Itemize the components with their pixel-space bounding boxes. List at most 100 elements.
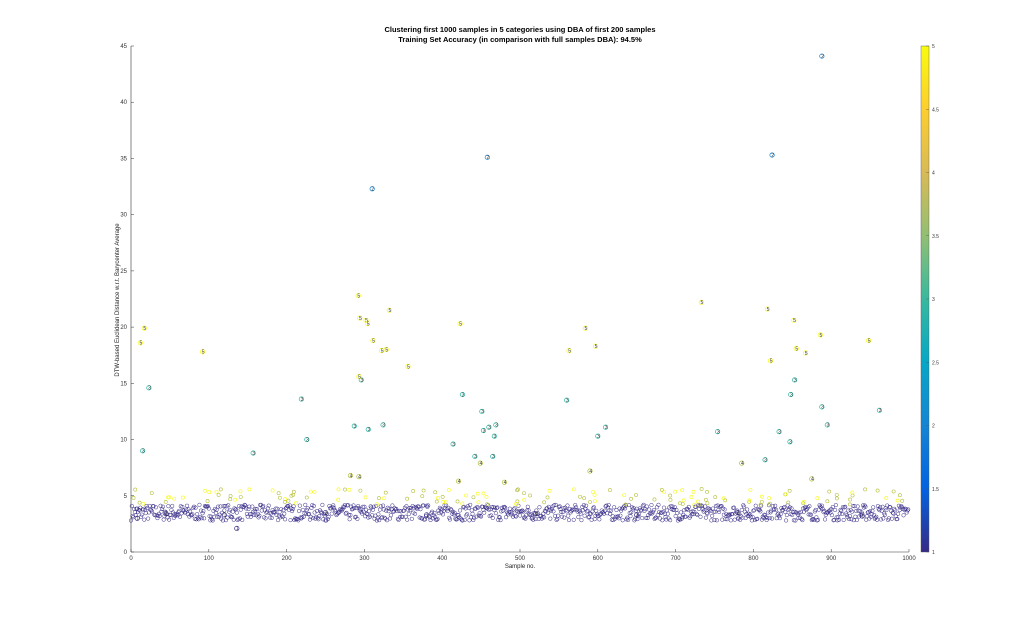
band-upper-point	[542, 500, 547, 505]
band-point	[404, 504, 409, 509]
band-upper-point	[131, 496, 136, 500]
band-point	[711, 509, 716, 514]
band-point	[519, 509, 524, 514]
band-point	[851, 518, 856, 523]
data-point: 5	[764, 306, 770, 313]
band-upper-point	[668, 493, 673, 498]
point-marker	[355, 293, 361, 299]
data-point: 5	[386, 307, 392, 314]
band-point	[649, 502, 654, 508]
band-point	[533, 517, 538, 522]
band-point	[325, 517, 330, 522]
band-point	[347, 517, 352, 522]
band-point	[850, 509, 855, 514]
band-point	[254, 507, 260, 512]
band-upper-point	[203, 488, 207, 493]
band-point	[763, 513, 768, 518]
band-point	[296, 508, 302, 514]
band-point	[311, 503, 316, 508]
band-point	[331, 503, 336, 508]
band-point	[708, 508, 713, 513]
band-upper-point	[673, 489, 678, 494]
band-upper-point	[411, 489, 416, 493]
band-upper-point	[420, 494, 425, 499]
colorbar-tick-label: 3	[932, 297, 935, 303]
band-point	[305, 506, 310, 511]
band-point	[748, 512, 753, 517]
band-point	[573, 503, 578, 508]
point-marker	[383, 347, 389, 353]
band-point	[460, 518, 465, 523]
band-point	[610, 513, 615, 519]
band-point	[293, 516, 298, 521]
band-point	[641, 502, 646, 507]
band-point	[884, 508, 889, 513]
band-point	[699, 503, 704, 508]
band-point	[586, 515, 591, 520]
band-point	[209, 517, 214, 522]
band-point	[348, 513, 353, 518]
band-point	[635, 517, 640, 522]
band-point	[506, 512, 511, 517]
point-category-label: 5	[359, 316, 362, 322]
band-point	[215, 514, 220, 519]
band-point	[475, 505, 481, 510]
point-category-label: 5	[140, 341, 143, 347]
band-point	[871, 505, 876, 510]
x-tick-label: 600	[593, 556, 604, 562]
band-point	[559, 509, 564, 514]
band-point	[326, 514, 331, 519]
band-point	[153, 505, 158, 510]
band-point	[435, 516, 440, 522]
band-upper-point	[875, 488, 880, 493]
band-point	[543, 509, 548, 514]
band-upper-point	[681, 498, 686, 503]
band-point	[206, 506, 211, 511]
band-point	[510, 510, 515, 515]
band-point	[726, 512, 731, 517]
band-point	[773, 507, 779, 512]
band-point	[856, 508, 861, 513]
band-point	[799, 516, 804, 521]
point-category-label: 3	[492, 454, 495, 460]
band-point	[765, 516, 770, 521]
band-point	[720, 517, 725, 522]
band-point	[520, 508, 525, 513]
band-point	[713, 509, 718, 514]
band-point	[371, 504, 376, 509]
band-point	[456, 513, 461, 518]
band-upper-point	[850, 490, 855, 495]
point-category-label: 5	[365, 318, 368, 324]
y-tick-label: 5	[124, 494, 128, 500]
band-point	[784, 513, 789, 518]
band-upper-point	[228, 497, 233, 502]
band-upper-point	[884, 496, 889, 500]
band-point	[222, 508, 227, 513]
point-category-label: 5	[795, 346, 798, 352]
band-point	[209, 514, 214, 519]
point-category-label: 1	[636, 513, 639, 519]
band-point	[694, 512, 699, 517]
band-point	[132, 510, 137, 515]
point-marker	[876, 407, 882, 413]
point-marker	[715, 429, 721, 435]
point-category-label: 3	[605, 425, 608, 431]
band-point	[149, 509, 155, 514]
point-marker	[356, 474, 362, 480]
data-point: 3	[876, 407, 882, 414]
band-point	[704, 510, 709, 515]
band-point	[282, 511, 287, 516]
point-category-label: 3	[142, 449, 145, 455]
band-point	[644, 504, 649, 509]
band-point	[177, 514, 183, 519]
band-point	[311, 516, 316, 521]
band-point	[591, 505, 596, 510]
point-category-label: 1	[862, 514, 865, 520]
chart-subtitle: Training Set Accuracy (in comparison wit…	[398, 35, 642, 44]
band-point	[160, 506, 165, 512]
point-marker	[793, 345, 799, 352]
band-point	[683, 514, 688, 519]
band-upper-point	[900, 498, 905, 503]
band-point	[745, 507, 750, 512]
band-point	[836, 515, 841, 520]
